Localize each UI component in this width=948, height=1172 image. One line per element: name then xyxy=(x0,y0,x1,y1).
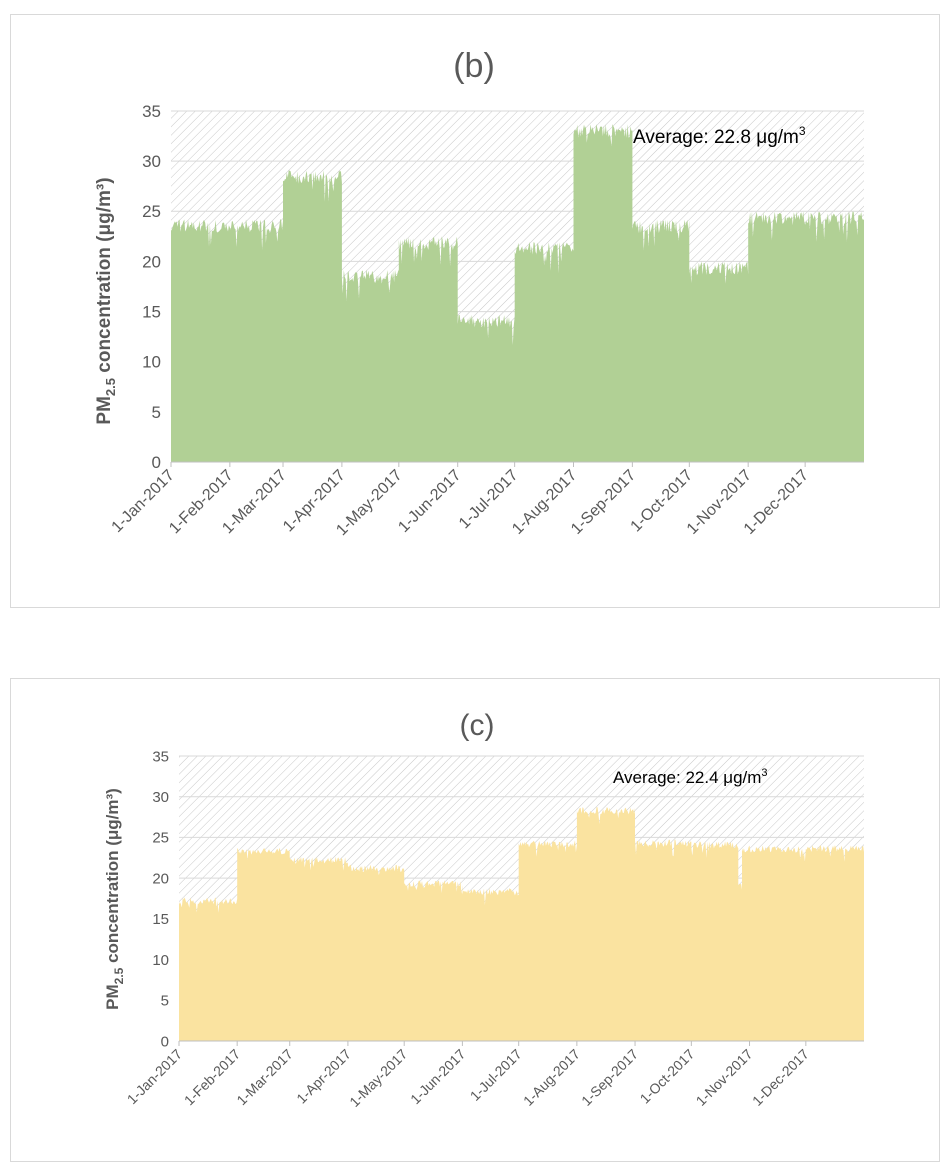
y-tick-label: 35 xyxy=(142,102,161,121)
y-tick-label: 25 xyxy=(152,830,169,847)
chart-b-y-axis-label: PM2.5 concentration (μg/m³) xyxy=(94,177,118,424)
chart-panel-b: (b) 0 5 10 15 20 25 30 35 1-Jan-2017 1-Feb-2017 1-… xyxy=(10,14,940,608)
chart-c-svg: (c) 051015202530351-Jan-20171-Feb-20171-… xyxy=(103,709,864,1110)
chart-b-panel-label: (b) xyxy=(453,47,495,85)
chart-panel-c: (c) 0 5 10 15 20 25 30 35 1-Jan-2017 1-Feb-2017 1-… xyxy=(10,678,940,1162)
y-tick-label: 30 xyxy=(152,789,169,806)
x-tick-label: 1-Jan-2017 xyxy=(124,1046,186,1108)
x-tick-label: 1-Oct-2017 xyxy=(637,1046,698,1107)
x-tick-label: 1-Apr-2017 xyxy=(293,1046,354,1107)
x-tick-label: 1-Aug-2017 xyxy=(520,1046,583,1109)
series-area-pm25 xyxy=(179,807,864,1041)
x-tick-label: 1-May-2017 xyxy=(346,1046,410,1110)
y-tick-label: 30 xyxy=(142,152,161,171)
chart-b-average-annotation: Average: 22.8 μg/m3 xyxy=(633,124,806,148)
chart-c-plot-area: 051015202530351-Jan-20171-Feb-20171-Mar-… xyxy=(124,748,864,1110)
chart-b-plot-area: 051015202530351-Jan-20171-Feb-20171-Mar-… xyxy=(109,102,864,539)
y-tick-label: 5 xyxy=(152,403,161,422)
series-area-pm25 xyxy=(171,124,864,462)
chart-c-panel-label: (c) xyxy=(460,709,495,742)
y-tick-label: 10 xyxy=(142,353,161,372)
x-tick-label: 1-Jun-2017 xyxy=(407,1046,469,1108)
x-tick-label: 1-Sep-2017 xyxy=(578,1046,641,1109)
x-tick-label: 1-Dec-2017 xyxy=(749,1046,812,1109)
y-tick-label: 15 xyxy=(142,303,161,322)
chart-c-average-annotation: Average: 22.4 μg/m3 xyxy=(613,767,768,787)
x-tick-label: 1-Jun-2017 xyxy=(395,467,464,536)
y-tick-label: 20 xyxy=(152,870,169,887)
y-tick-label: 0 xyxy=(161,1033,169,1050)
y-tick-label: 20 xyxy=(142,252,161,271)
y-tick-label: 25 xyxy=(142,202,161,221)
chart-c-y-axis-label: PM2.5 concentration (μg/m³) xyxy=(103,788,126,1010)
y-tick-label: 15 xyxy=(152,911,169,928)
chart-b-svg: (b) 051015202530351-Jan-20171-Feb-20171-… xyxy=(94,47,864,539)
x-tick-label: 1-Nov-2017 xyxy=(693,1046,756,1109)
y-tick-label: 5 xyxy=(161,993,169,1010)
x-tick-label: 1-Mar-2017 xyxy=(233,1046,296,1109)
x-tick-label: 1-Jul-2017 xyxy=(467,1046,525,1104)
y-tick-label: 0 xyxy=(152,453,161,472)
y-tick-label: 10 xyxy=(152,952,169,969)
y-tick-label: 35 xyxy=(152,748,169,765)
